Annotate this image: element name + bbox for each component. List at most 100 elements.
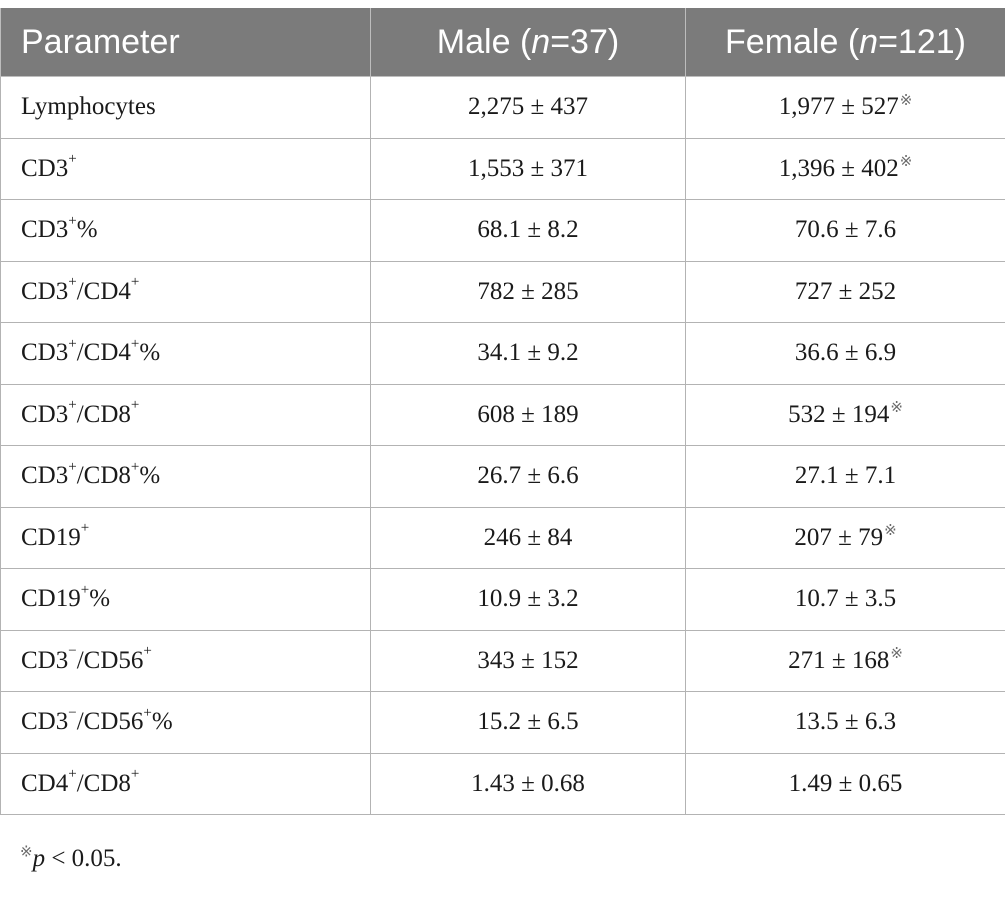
parameter-cell: CD3−/CD56+% bbox=[0, 691, 371, 754]
male-value-cell: 608 ± 189 bbox=[370, 383, 686, 446]
header-male-pre: Male ( bbox=[436, 22, 532, 61]
parameter-text: % bbox=[76, 216, 98, 244]
parameter-text: /CD8 bbox=[76, 462, 131, 490]
parameter-cell: CD3−/CD56+ bbox=[0, 629, 371, 692]
parameter-cell: CD19+% bbox=[0, 568, 371, 631]
parameter-superscript: + bbox=[68, 335, 77, 352]
parameter-superscript: + bbox=[130, 397, 140, 414]
table-row: CD19+% 10.9 ± 3.2 10.7 ± 3.5 bbox=[0, 568, 1005, 631]
parameter-text: /CD4 bbox=[76, 277, 131, 305]
header-female: Female (n=121) bbox=[685, 8, 1005, 77]
table-row: CD3+/CD8+ 608 ± 189 532 ± 194※ bbox=[0, 383, 1005, 446]
male-value-cell: 1.43 ± 0.68 bbox=[370, 752, 686, 815]
table-row: CD3+ 1,553 ± 371 1,396 ± 402※ bbox=[0, 137, 1005, 200]
footnote-p: p bbox=[32, 845, 46, 872]
female-value-cell: 727 ± 252 bbox=[685, 260, 1005, 323]
parameter-cell: CD4+/CD8+ bbox=[0, 752, 371, 815]
female-value-cell: 1,977 ± 527※ bbox=[685, 76, 1005, 139]
parameter-text: /CD8 bbox=[76, 400, 131, 428]
header-male-n: n bbox=[531, 22, 551, 61]
female-value: 1,396 ± 402 bbox=[778, 154, 899, 182]
male-value-cell: 15.2 ± 6.5 bbox=[370, 691, 686, 754]
female-value-cell: 1,396 ± 402※ bbox=[685, 137, 1005, 200]
female-value: 1.49 ± 0.65 bbox=[788, 769, 903, 797]
female-value: 10.7 ± 3.5 bbox=[794, 585, 897, 613]
parameter-text: /CD56 bbox=[76, 646, 144, 674]
parameter-text: /CD4 bbox=[76, 339, 131, 367]
female-value: 13.5 ± 6.3 bbox=[794, 708, 897, 736]
parameter-cell: CD3+/CD8+ bbox=[0, 383, 371, 446]
female-value: 27.1 ± 7.1 bbox=[794, 462, 897, 490]
parameter-text: /CD56 bbox=[76, 708, 144, 736]
parameter-superscript: + bbox=[68, 397, 77, 414]
parameter-cell: CD3+% bbox=[0, 199, 371, 262]
female-value-cell: 1.49 ± 0.65 bbox=[685, 752, 1005, 815]
parameter-text: % bbox=[89, 585, 111, 613]
male-value-cell: 10.9 ± 3.2 bbox=[370, 568, 686, 631]
parameter-superscript: − bbox=[68, 643, 77, 660]
parameter-text: CD3 bbox=[21, 216, 69, 244]
parameter-text: % bbox=[139, 339, 161, 367]
parameter-cell: CD3+/CD4+ bbox=[0, 260, 371, 323]
parameter-superscript: + bbox=[68, 151, 77, 168]
parameter-superscript: + bbox=[68, 766, 77, 783]
table-row: CD3−/CD56+% 15.2 ± 6.5 13.5 ± 6.3 bbox=[0, 691, 1005, 754]
footnote: ※p < 0.05. bbox=[20, 845, 122, 873]
male-value-cell: 343 ± 152 bbox=[370, 629, 686, 692]
female-value-cell: 13.5 ± 6.3 bbox=[685, 691, 1005, 754]
parameter-text: CD3 bbox=[21, 462, 69, 490]
male-value-cell: 782 ± 285 bbox=[370, 260, 686, 323]
parameter-superscript: + bbox=[68, 458, 77, 475]
header-parameter: Parameter bbox=[0, 8, 371, 77]
male-value-cell: 26.7 ± 6.6 bbox=[370, 445, 686, 508]
header-row: Parameter Male (n=37) Female (n=121) bbox=[0, 8, 1005, 77]
table-row: CD4+/CD8+ 1.43 ± 0.68 1.49 ± 0.65 bbox=[0, 752, 1005, 815]
male-value-cell: 34.1 ± 9.2 bbox=[370, 322, 686, 385]
female-value-cell: 27.1 ± 7.1 bbox=[685, 445, 1005, 508]
parameter-cell: CD19+ bbox=[0, 506, 371, 569]
female-value-cell: 70.6 ± 7.6 bbox=[685, 199, 1005, 262]
parameter-superscript: + bbox=[80, 581, 90, 598]
footnote-text: < 0.05. bbox=[45, 845, 122, 872]
parameter-superscript: + bbox=[143, 704, 152, 721]
male-value-cell: 1,553 ± 371 bbox=[370, 137, 686, 200]
parameter-text: CD3 bbox=[21, 339, 69, 367]
parameter-text: CD3 bbox=[21, 708, 69, 736]
parameter-superscript: + bbox=[80, 520, 90, 537]
female-value: 532 ± 194 bbox=[788, 400, 890, 428]
parameter-text: CD3 bbox=[21, 277, 69, 305]
parameter-text: CD3 bbox=[21, 400, 69, 428]
table-body: Lymphocytes 2,275 ± 437 1,977 ± 527※ CD3+ 1,… bbox=[0, 76, 1005, 815]
male-value-cell: 68.1 ± 8.2 bbox=[370, 199, 686, 262]
parameter-superscript: + bbox=[68, 274, 77, 291]
parameter-text: % bbox=[139, 462, 161, 490]
parameter-text: % bbox=[151, 708, 173, 736]
male-value-cell: 246 ± 84 bbox=[370, 506, 686, 569]
header-parameter-text: Parameter bbox=[21, 22, 180, 61]
parameter-superscript: + bbox=[130, 458, 140, 475]
female-value: 271 ± 168 bbox=[788, 646, 890, 674]
data-table: Parameter Male (n=37) Female (n=121) Lym… bbox=[0, 8, 1005, 815]
parameter-cell: CD3+/CD4+% bbox=[0, 322, 371, 385]
female-value-cell: 532 ± 194※ bbox=[685, 383, 1005, 446]
parameter-text: CD19 bbox=[21, 523, 81, 551]
male-value-cell: 2,275 ± 437 bbox=[370, 76, 686, 139]
female-value-cell: 207 ± 79※ bbox=[685, 506, 1005, 569]
table-row: CD3−/CD56+ 343 ± 152 271 ± 168※ bbox=[0, 629, 1005, 692]
parameter-superscript: + bbox=[143, 643, 152, 660]
parameter-cell: CD3+ bbox=[0, 137, 371, 200]
table-row: CD3+/CD4+ 782 ± 285 727 ± 252 bbox=[0, 260, 1005, 323]
header-female-post: =121) bbox=[878, 22, 966, 61]
parameter-text: CD4 bbox=[21, 769, 69, 797]
significance-mark: ※ bbox=[890, 646, 903, 663]
parameter-superscript: − bbox=[68, 704, 77, 721]
female-value-cell: 10.7 ± 3.5 bbox=[685, 568, 1005, 631]
header-female-n: n bbox=[859, 22, 879, 61]
table-row: CD3+% 68.1 ± 8.2 70.6 ± 7.6 bbox=[0, 199, 1005, 262]
table-row: CD3+/CD4+% 34.1 ± 9.2 36.6 ± 6.9 bbox=[0, 322, 1005, 385]
significance-mark: ※ bbox=[890, 400, 903, 417]
female-value: 36.6 ± 6.9 bbox=[794, 339, 897, 367]
parameter-text: CD19 bbox=[21, 585, 81, 613]
parameter-text: CD3 bbox=[21, 646, 69, 674]
parameter-text: Lymphocytes bbox=[21, 93, 156, 121]
